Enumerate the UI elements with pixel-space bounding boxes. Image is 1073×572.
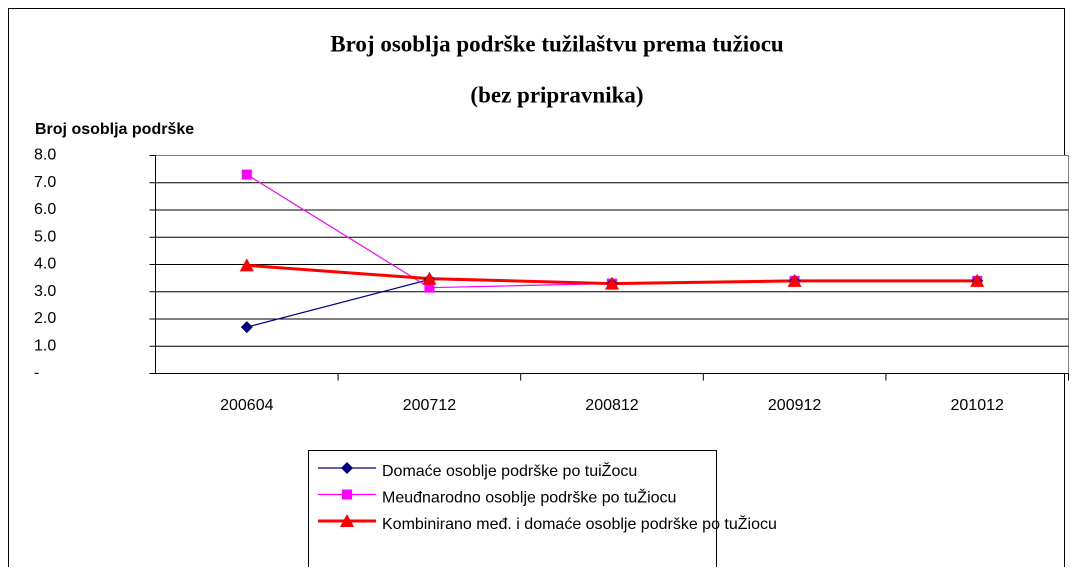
data-point: [240, 321, 253, 334]
legend-label: Meuđnarodno osoblje podrške po tuŽiocu: [382, 488, 676, 507]
chart-subtitle: (bez pripravnika): [470, 82, 643, 107]
x-tick-label: 200712: [403, 397, 456, 414]
legend-box: [308, 450, 717, 572]
y-tick-label: 5.0: [34, 228, 56, 245]
y-tick-label: 1.0: [34, 337, 56, 354]
data-point: [241, 169, 252, 180]
legend-marker: [340, 514, 354, 527]
data-point: [424, 282, 435, 293]
x-tick-label: 200912: [768, 397, 821, 414]
y-tick-label: 8.0: [34, 147, 56, 164]
data-point: [970, 273, 985, 287]
data-point: [422, 271, 437, 285]
legend-marker: [341, 462, 353, 474]
y-tick-label: 3.0: [34, 283, 56, 300]
x-tick-label: 200604: [220, 397, 273, 414]
legend-marker: [342, 489, 352, 500]
x-tick-label: 201012: [951, 397, 1004, 414]
data-point: [787, 273, 802, 287]
x-tick-label: 200812: [585, 397, 638, 414]
y-tick-label: 6.0: [34, 201, 56, 218]
y-tick-label: -: [34, 365, 39, 382]
y-axis-label: Broj osoblja podrške: [35, 121, 194, 138]
y-tick-label: 2.0: [34, 310, 56, 327]
y-tick-label: 7.0: [34, 174, 56, 191]
data-point: [605, 276, 619, 290]
legend-label: Kombinirano međ. i domaće osoblje podršk…: [382, 514, 777, 533]
y-tick-label: 4.0: [34, 256, 56, 273]
data-point: [239, 258, 254, 272]
chart-title: Broj osoblja podrške tužilaštvu prema tu…: [330, 31, 784, 56]
legend-label: Domaće osoblje podrške po tuiŽocu: [382, 461, 637, 480]
